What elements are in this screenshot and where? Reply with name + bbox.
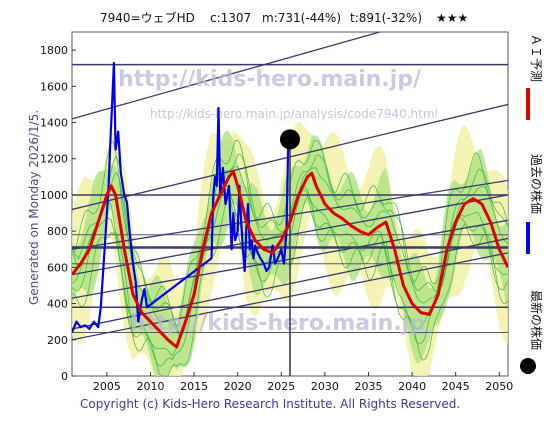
legend-past-label: 過去の株価 xyxy=(529,154,544,214)
series-line-past xyxy=(72,61,290,333)
x-tick-label: 2020 xyxy=(224,380,252,393)
y-tick-label: 1800 xyxy=(40,44,68,57)
series-group xyxy=(72,61,508,349)
x-tick-label: 2040 xyxy=(398,380,426,393)
x-tick-label: 2050 xyxy=(485,380,513,393)
header-target: t:891(-32%) xyxy=(350,11,422,25)
y-tick-label: 1200 xyxy=(40,153,68,166)
y-tick-label: 600 xyxy=(47,261,68,274)
legend-ai-label: ＡＩ予測 xyxy=(529,34,543,82)
y-tick-label: 200 xyxy=(47,334,68,347)
legend-latest-swatch xyxy=(520,358,536,374)
watermark-main: http://kids-hero.main.jp/ xyxy=(118,67,422,92)
y-tick-label: 1000 xyxy=(40,189,68,202)
header-code-name: 7940=ウェブHD xyxy=(100,10,195,25)
generated-label: Generated on Monday 2026/1/5. xyxy=(27,110,41,305)
x-tick-label: 2015 xyxy=(180,380,208,393)
legend-latest-label: 最新の株価 xyxy=(529,290,544,350)
x-tick-label: 2035 xyxy=(354,380,382,393)
y-tick-label: 1400 xyxy=(40,117,68,130)
x-tick-label: 2045 xyxy=(442,380,470,393)
x-tick-label: 2030 xyxy=(311,380,339,393)
latest-point xyxy=(280,129,300,150)
header-current: c:1307 xyxy=(210,11,251,25)
header-median: m:731(-44%) xyxy=(262,11,341,25)
copyright: Copyright (c) Kids-Hero Research Institu… xyxy=(80,397,460,411)
y-tick-label: 1600 xyxy=(40,80,68,93)
trend-line xyxy=(72,32,383,120)
y-tick-label: 0 xyxy=(61,370,68,383)
watermark-sub: http://kids-hero.main.jp/analysis/code79… xyxy=(150,107,438,121)
x-tick-label: 2010 xyxy=(136,380,164,393)
watermark-bottom: http://kids-hero.main.jp xyxy=(130,311,425,336)
y-tick-label: 400 xyxy=(47,298,68,311)
y-tick-label: 800 xyxy=(47,225,68,238)
x-tick-label: 2025 xyxy=(267,380,295,393)
header-stars: ★★★ xyxy=(436,11,468,25)
plot-layer: http://kids-hero.main.jp/ http://kids-he… xyxy=(72,32,508,376)
y-axis: 0 200 400 600 800 1000 1200 1400 1600 1800 xyxy=(40,44,76,383)
x-axis: 2005 2010 2015 2020 2025 2030 2035 2040 2045 2050 xyxy=(93,372,513,393)
x-tick-label: 2005 xyxy=(93,380,121,393)
series-line-ai xyxy=(72,169,508,349)
